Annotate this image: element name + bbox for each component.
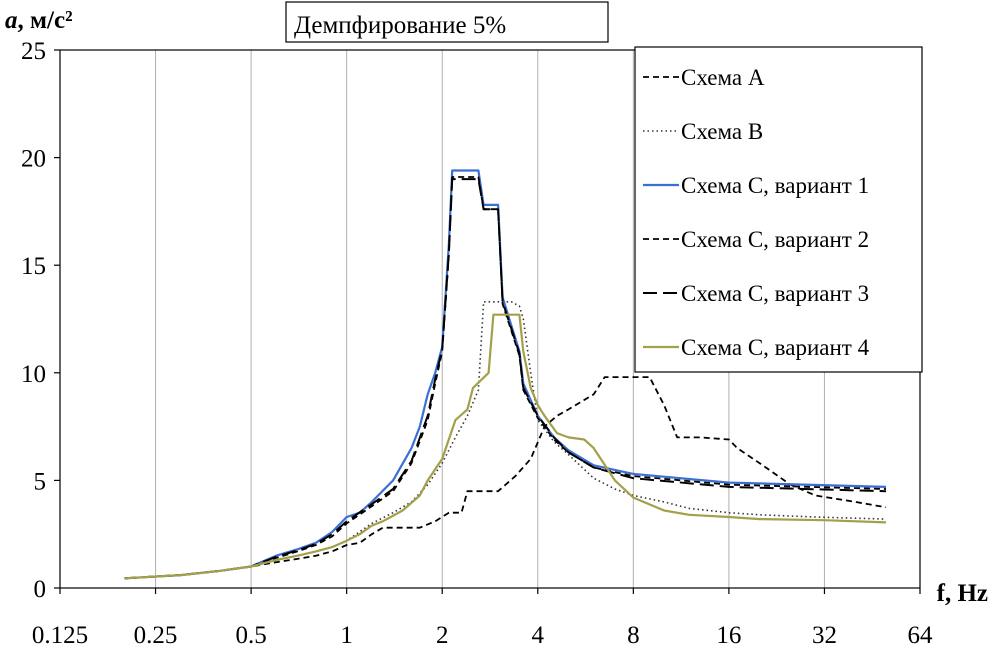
legend-label-1: Схема A — [681, 65, 765, 90]
series-line-6 — [124, 313, 887, 580]
legend-label-5: Схема C, вариант 3 — [681, 281, 869, 306]
x-tick-label: 0.125 — [32, 622, 88, 649]
x-tick-label: 0.5 — [235, 622, 266, 649]
legend-box — [634, 46, 923, 373]
series-lines — [124, 169, 887, 580]
legend-label-2: Схема B — [681, 119, 763, 144]
series-line-5 — [124, 178, 887, 580]
x-tick-label: 0.25 — [134, 622, 178, 649]
y-axis-title: a, м/с² — [5, 7, 73, 34]
series-line-2 — [124, 300, 887, 580]
x-tick-label: 64 — [908, 622, 934, 649]
x-tick-label: 32 — [812, 622, 837, 649]
chart-title-text: Демпфирование 5% — [294, 12, 506, 39]
y-tick-label: 10 — [21, 361, 46, 388]
x-tick-label: 4 — [532, 622, 545, 649]
x-axis-title: f, Hz — [937, 580, 988, 607]
legend: Схема A Схема B Схема C, вариант 1 Схема C,… — [634, 46, 923, 373]
legend-label-4: Схема C, вариант 2 — [681, 227, 869, 252]
x-tick-label: 16 — [716, 622, 741, 649]
x-tick-label: 1 — [340, 622, 353, 649]
legend-label-6: Схема C, вариант 4 — [681, 335, 870, 360]
y-axis-unit: , м/с² — [18, 7, 73, 34]
chart-title-box — [285, 1, 609, 43]
y-tick-label: 20 — [21, 146, 46, 173]
y-tick-label: 15 — [21, 253, 46, 280]
series-line-4 — [124, 176, 887, 580]
y-tick-label: 0 — [34, 576, 47, 603]
y-tick-label: 25 — [21, 38, 46, 65]
x-tick-label: 8 — [627, 622, 640, 649]
y-tick-label: 5 — [34, 468, 47, 495]
x-tick-label: 2 — [436, 622, 449, 649]
series-line-1 — [124, 376, 887, 580]
y-axis-symbol: a — [5, 7, 18, 34]
chart-title: Демпфирование 5% — [285, 1, 609, 43]
legend-label-3: Схема C, вариант 1 — [681, 173, 869, 198]
